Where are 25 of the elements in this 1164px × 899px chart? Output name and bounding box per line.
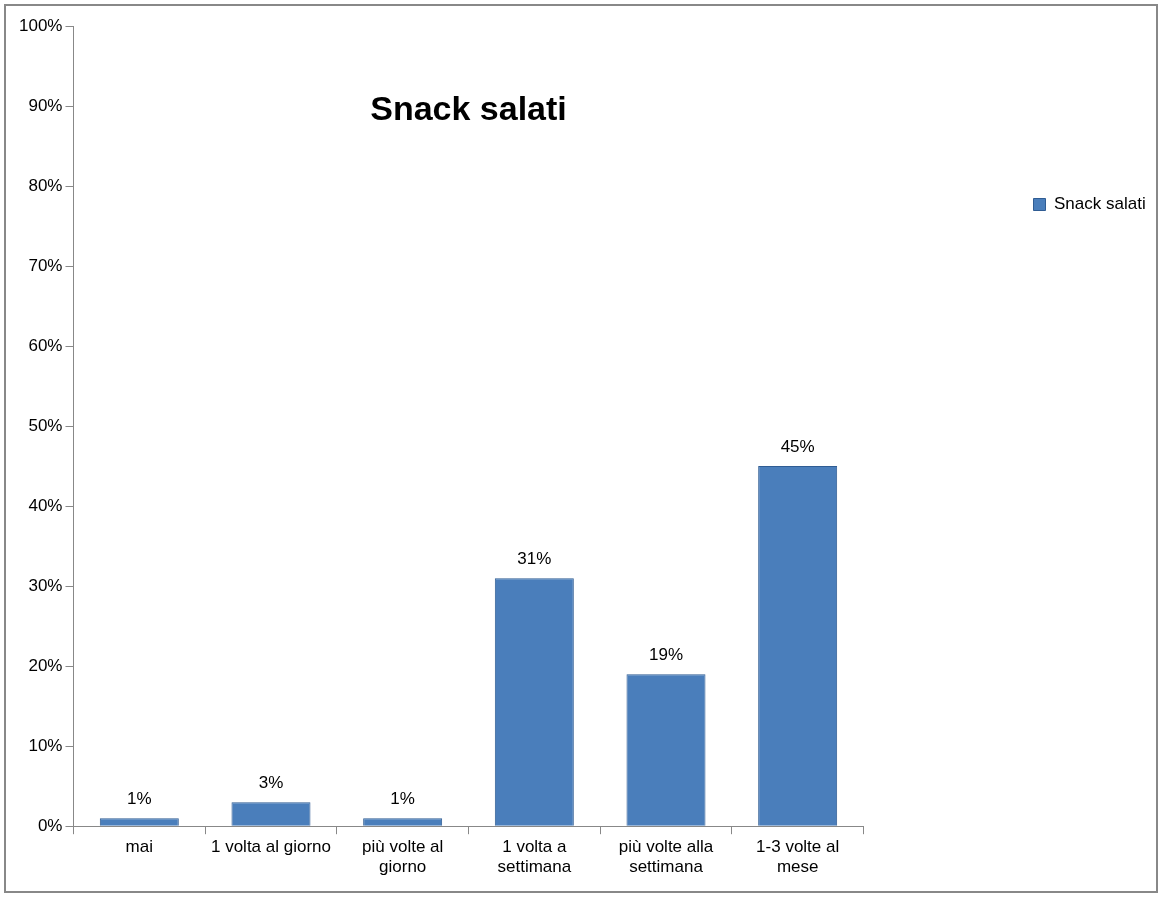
data-label: 45%: [780, 437, 815, 457]
y-tick-label: 20%: [28, 655, 63, 675]
y-tick-label: 70%: [28, 255, 63, 275]
x-tick-label: 1 volta a settimana: [497, 837, 572, 877]
data-label: 19%: [648, 645, 684, 665]
y-tick-label: 60%: [28, 335, 63, 355]
x-tick-label: 1-3 volte al mese: [756, 837, 840, 877]
x-tick-label: più volte al giorno: [362, 837, 444, 877]
legend-label: Snack salati: [1054, 194, 1146, 214]
y-tick-label: 30%: [28, 575, 63, 595]
x-tick-label: 1 volta al giorno: [210, 837, 331, 857]
data-label: 1%: [390, 789, 415, 809]
y-tick-label: 0%: [37, 815, 63, 835]
data-label: 1%: [127, 789, 152, 809]
y-tick-label: 40%: [28, 495, 63, 515]
text: Snack salati: [370, 89, 567, 128]
y-tick-label: 90%: [28, 95, 63, 115]
y-tick-label: 50%: [28, 415, 63, 435]
y-tick-label: 10%: [28, 735, 63, 755]
y-tick-label: 100%: [19, 15, 63, 35]
y-tick-label: 80%: [28, 175, 63, 195]
data-label: 3%: [258, 773, 284, 793]
x-tick-label: mai: [125, 837, 154, 857]
x-tick-label: più volte alla settimana: [618, 837, 714, 877]
data-label: 31%: [517, 549, 552, 569]
